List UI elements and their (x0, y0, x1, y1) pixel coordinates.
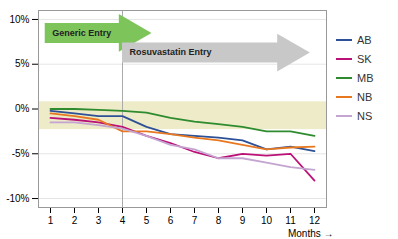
svg-text:9: 9 (240, 215, 246, 226)
svg-text:5: 5 (144, 215, 150, 226)
svg-text:5%: 5% (15, 58, 30, 69)
html-text:NB: NB (357, 91, 373, 103)
svg-text:8: 8 (216, 215, 222, 226)
svg-text:-10%: -10% (6, 193, 29, 204)
svg-text:12: 12 (309, 215, 321, 226)
html-text:AB: AB (357, 34, 372, 46)
svg-text:10%: 10% (9, 14, 29, 25)
svg-text:0%: 0% (15, 103, 30, 114)
svg-text:4: 4 (120, 215, 126, 226)
svg-text:10: 10 (261, 215, 273, 226)
html-text:MB: MB (357, 72, 374, 84)
svg-text:Generic Entry: Generic Entry (52, 28, 111, 38)
svg-text:2: 2 (72, 215, 78, 226)
svg-text:-5%: -5% (12, 148, 30, 159)
svg-text:Months →: Months → (288, 228, 334, 239)
html-text:SK: SK (357, 53, 372, 65)
svg-text:6: 6 (168, 215, 174, 226)
svg-text:3: 3 (96, 215, 102, 226)
svg-text:11: 11 (285, 215, 296, 226)
svg-text:1: 1 (48, 215, 54, 226)
svg-text:Rosuvastatin Entry: Rosuvastatin Entry (130, 47, 212, 57)
html-text:NS: NS (357, 110, 373, 122)
svg-text:7: 7 (192, 215, 198, 226)
